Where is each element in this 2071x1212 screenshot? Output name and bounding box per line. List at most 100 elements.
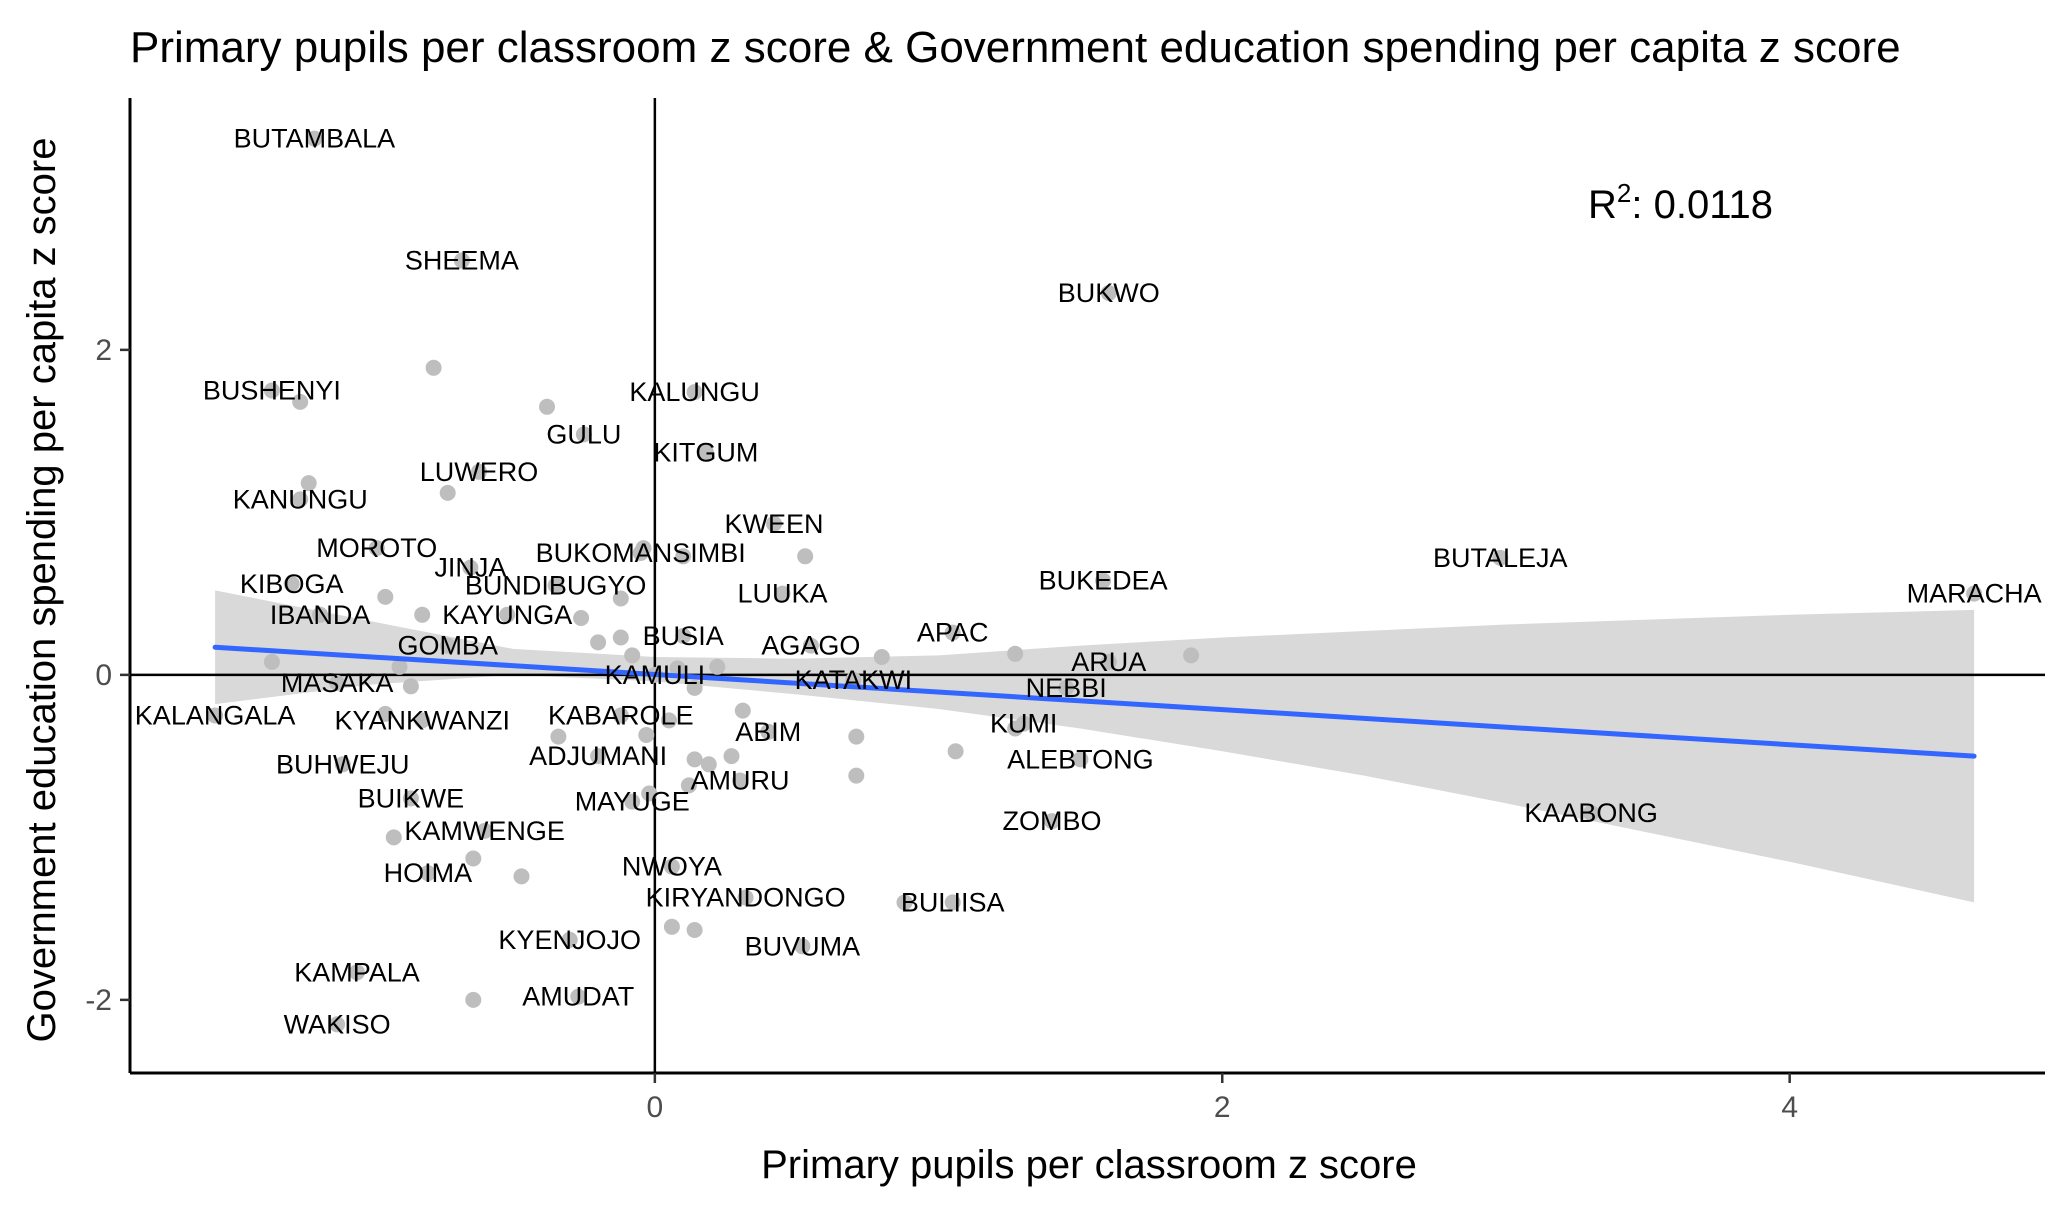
data-point bbox=[845, 671, 862, 688]
point-label: AGAGO bbox=[761, 631, 860, 661]
data-point bbox=[368, 540, 385, 557]
data-point bbox=[947, 743, 964, 760]
data-point bbox=[385, 829, 402, 846]
point-label: BUVUMA bbox=[745, 931, 861, 961]
point-label: KYANKWANZI bbox=[334, 705, 510, 735]
data-point bbox=[263, 382, 280, 399]
data-point bbox=[686, 922, 703, 938]
data-point bbox=[760, 723, 777, 740]
point-label: NWOYA bbox=[622, 852, 722, 882]
data-point bbox=[391, 658, 408, 675]
point-label: KAMWENGE bbox=[404, 816, 565, 846]
data-point bbox=[292, 393, 309, 410]
point-label: KATAKWI bbox=[795, 665, 913, 695]
point-label: KIRYANDONGO bbox=[646, 883, 846, 913]
point-label: MOROTO bbox=[316, 533, 437, 563]
data-point bbox=[1058, 679, 1075, 696]
data-point bbox=[1072, 751, 1089, 768]
data-point bbox=[848, 728, 865, 745]
data-point bbox=[686, 679, 703, 696]
trend-line bbox=[212, 644, 1977, 759]
data-point bbox=[1007, 645, 1024, 662]
point-label: APAC bbox=[917, 618, 989, 648]
data-point bbox=[737, 889, 754, 906]
x-tick-label: 4 bbox=[1781, 1091, 1798, 1124]
x-axis-title: Primary pupils per classroom z score bbox=[761, 1143, 1417, 1187]
point-label: ZOMBO bbox=[1003, 806, 1102, 836]
chart-title: Primary pupils per classroom z score & G… bbox=[130, 23, 1901, 72]
data-point bbox=[414, 606, 431, 623]
data-point bbox=[1966, 585, 1983, 602]
data-point bbox=[1492, 549, 1509, 566]
axes-layer: 0 2 4 -2 0 2 bbox=[85, 98, 2045, 1124]
data-point bbox=[349, 964, 365, 981]
data-point bbox=[669, 660, 686, 677]
data-point bbox=[377, 588, 394, 605]
point-label: SHEEMA bbox=[405, 246, 519, 276]
data-point bbox=[499, 606, 516, 623]
y-tick-label: 2 bbox=[95, 334, 112, 367]
data-point bbox=[453, 252, 470, 269]
data-point bbox=[292, 491, 309, 508]
data-point bbox=[624, 793, 641, 810]
point-label: ARUA bbox=[1071, 647, 1146, 677]
data-point bbox=[709, 658, 726, 675]
data-point bbox=[732, 772, 748, 789]
point-label: BUNDIBUGYO bbox=[465, 571, 647, 601]
point-label: ABIM bbox=[735, 717, 801, 747]
point-label: BUTALEJA bbox=[1433, 543, 1568, 573]
data-point bbox=[329, 1016, 346, 1033]
data-point bbox=[675, 627, 692, 644]
data-point bbox=[419, 865, 436, 882]
trend-layer bbox=[212, 644, 1977, 759]
data-point bbox=[734, 702, 751, 719]
data-point bbox=[377, 705, 394, 722]
x-tick-label: 0 bbox=[647, 1091, 664, 1124]
point-label: KAYUNGA bbox=[442, 600, 572, 630]
data-point bbox=[675, 548, 692, 565]
data-point bbox=[680, 777, 697, 794]
data-point bbox=[1583, 805, 1600, 821]
point-label: KALUNGU bbox=[629, 377, 760, 407]
data-point bbox=[723, 748, 740, 765]
point-label: ADJUMANI bbox=[529, 741, 667, 771]
point-label: KANUNGU bbox=[233, 484, 368, 514]
data-point bbox=[334, 756, 351, 773]
point-label: ALEBTONG bbox=[1007, 744, 1154, 774]
data-point bbox=[207, 707, 224, 724]
point-label: KUMI bbox=[990, 709, 1058, 739]
data-point bbox=[476, 822, 493, 839]
data-point bbox=[283, 575, 300, 592]
y-tick-label: 0 bbox=[95, 659, 112, 692]
point-label: IBANDA bbox=[270, 600, 371, 630]
data-point bbox=[570, 988, 587, 1005]
data-point bbox=[439, 637, 456, 654]
data-point bbox=[590, 634, 607, 651]
r-squared-annotation: R2: 0.0118 bbox=[1588, 178, 1773, 227]
point-label: BUHWEJU bbox=[276, 749, 410, 779]
data-point bbox=[312, 606, 329, 623]
data-point bbox=[944, 624, 961, 641]
point-label: NEBBI bbox=[1026, 673, 1107, 703]
point-label: BUSHENYI bbox=[203, 376, 341, 406]
x-tick-label: 2 bbox=[1214, 1091, 1231, 1124]
data-point bbox=[641, 785, 658, 802]
data-point bbox=[663, 918, 680, 935]
point-label: MARACHA bbox=[1907, 579, 2042, 609]
data-point bbox=[661, 712, 677, 729]
data-point bbox=[465, 991, 482, 1008]
data-point bbox=[802, 637, 819, 654]
data-point bbox=[700, 756, 717, 773]
data-point bbox=[465, 850, 482, 867]
y-axis-title: Government education spending per capita… bbox=[20, 138, 64, 1043]
data-point bbox=[1044, 813, 1060, 830]
point-label: LUUKA bbox=[737, 579, 827, 609]
data-point bbox=[575, 426, 592, 443]
y-tick-label: -2 bbox=[85, 984, 112, 1017]
data-point bbox=[439, 484, 456, 501]
data-point bbox=[425, 359, 442, 376]
data-point bbox=[539, 398, 555, 415]
point-label: BUKWO bbox=[1058, 278, 1160, 308]
point-label: KWEEN bbox=[724, 509, 823, 539]
